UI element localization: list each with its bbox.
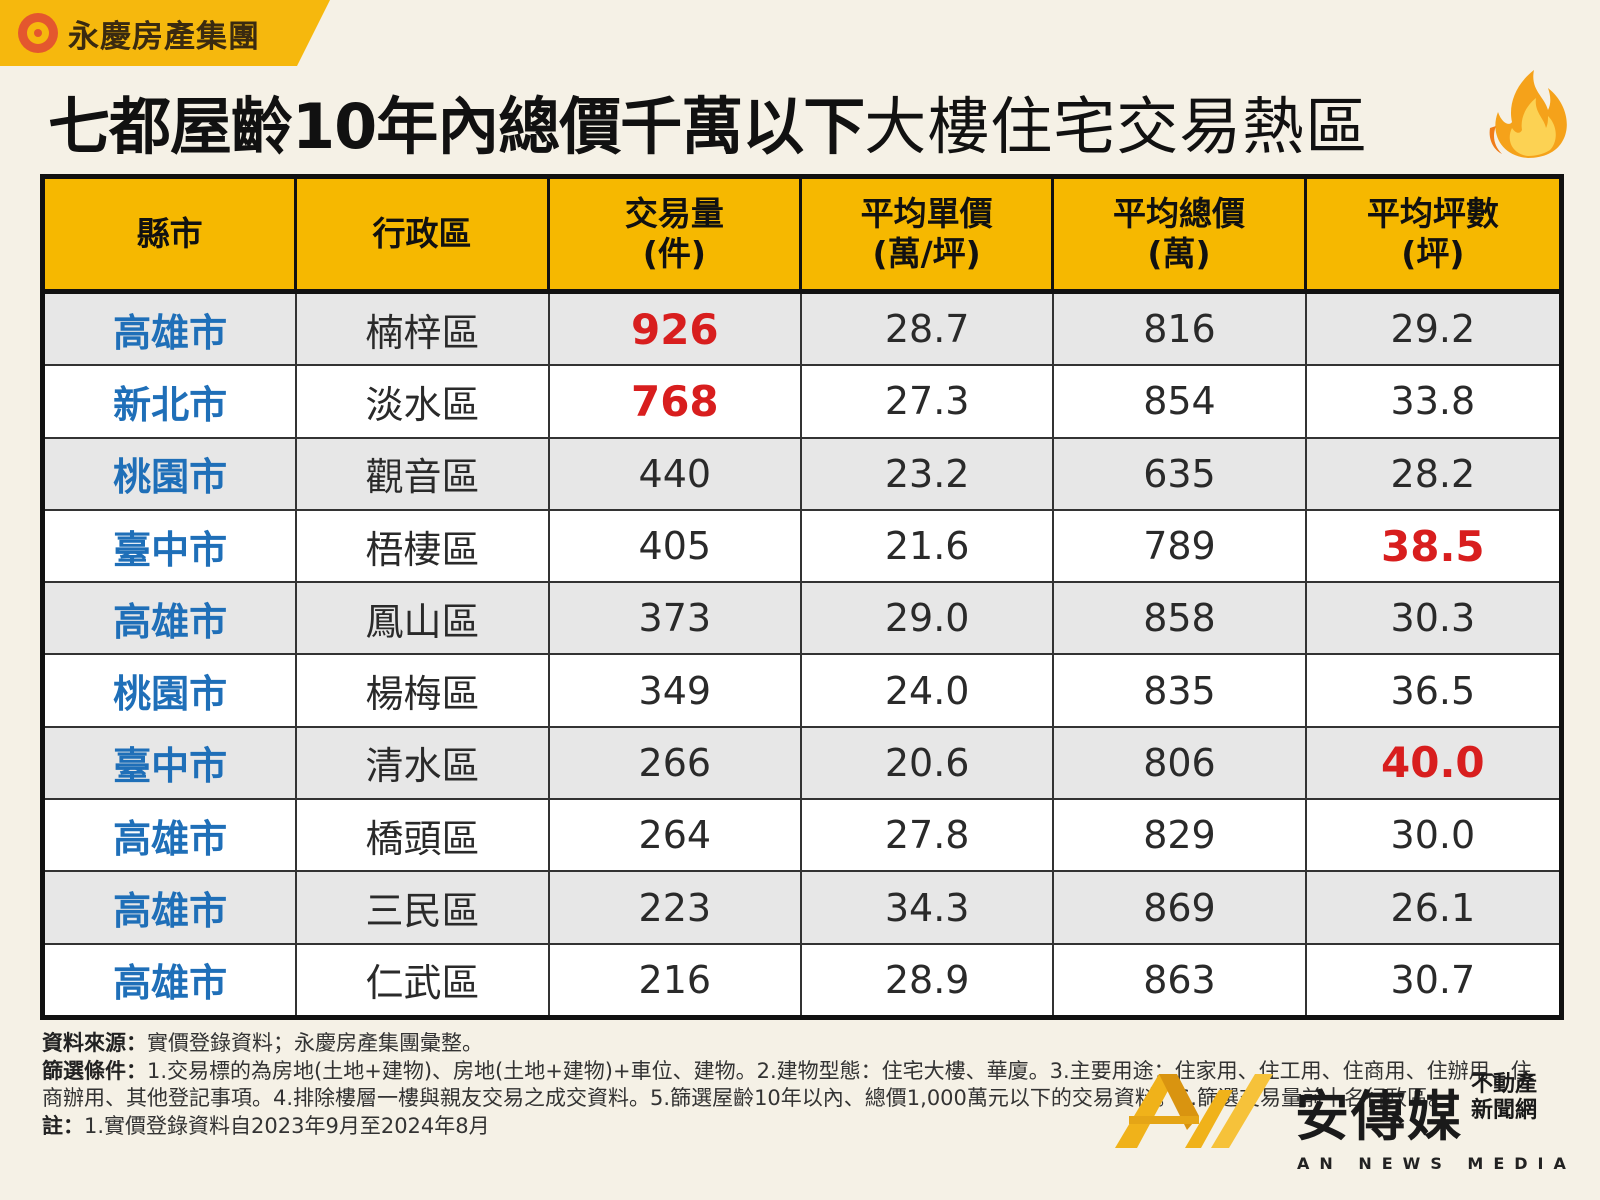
remark-note: 註：1.實價登錄資料自2023年9月至2024年8月: [42, 1113, 490, 1138]
district-cell: 楠梓區: [297, 294, 550, 367]
title-bold: 七都屋齡10年內總價千萬以下: [48, 90, 865, 163]
header-total-price: 平均總價 (萬): [1054, 179, 1307, 294]
area-cell-highlight: 38.5: [1306, 510, 1559, 584]
unit-price-cell: 28.9: [801, 944, 1055, 1015]
area-cell: 28.2: [1306, 438, 1559, 511]
unit-price-cell: 21.6: [801, 510, 1055, 584]
volume-cell: 440: [549, 438, 802, 511]
city-cell: 桃園市: [45, 438, 298, 511]
district-cell: 橋頭區: [297, 800, 550, 873]
total-price-cell: 635: [1054, 438, 1307, 511]
header-volume: 交易量 (件): [549, 179, 802, 294]
unit-price-cell: 29.0: [801, 583, 1055, 656]
volume-cell-highlight: 926: [549, 294, 802, 367]
unit-price-cell: 27.3: [801, 366, 1055, 439]
watermark: 安傳媒 不動產 新聞網 AN NEWS MEDIA: [1115, 1070, 1585, 1190]
area-cell-highlight: 40.0: [1306, 727, 1559, 801]
table-row: 高雄市 鳳山區 373 29.0 858 30.3: [45, 583, 1559, 656]
volume-cell: 349: [549, 655, 802, 728]
total-price-cell: 789: [1054, 510, 1307, 584]
table-row: 高雄市 橋頭區 264 27.8 829 30.0: [45, 800, 1559, 873]
city-cell: 臺中市: [45, 510, 298, 584]
volume-cell: 266: [549, 727, 802, 801]
source-note: 資料來源：實價登錄資料；永慶房產集團彙整。: [42, 1031, 483, 1055]
area-cell: 30.0: [1306, 800, 1559, 873]
unit-price-cell: 27.8: [801, 800, 1055, 873]
table-row: 臺中市 梧棲區 405 21.6 789 38.5: [45, 510, 1559, 584]
total-price-cell: 816: [1054, 294, 1307, 367]
unit-price-cell: 24.0: [801, 655, 1055, 728]
city-cell: 高雄市: [45, 294, 298, 367]
data-table: 縣市 行政區 交易量 (件) 平均單價 (萬/坪) 平均總價 (萬) 平均坪數 (坪) …: [40, 174, 1564, 1020]
table-row: 新北市 淡水區 768 27.3 854 33.8: [45, 366, 1559, 439]
header-area: 平均坪數 (坪): [1306, 179, 1559, 294]
city-cell: 新北市: [45, 366, 298, 439]
an-news-logo-icon: [1115, 1074, 1273, 1148]
table-row: 高雄市 三民區 223 34.3 869 26.1: [45, 872, 1559, 945]
total-price-cell: 854: [1054, 366, 1307, 439]
watermark-name: 安傳媒: [1295, 1085, 1463, 1148]
district-cell: 鳳山區: [297, 583, 550, 656]
district-cell: 淡水區: [297, 366, 550, 439]
header-district: 行政區: [297, 179, 550, 294]
header-city: 縣市: [45, 179, 298, 294]
volume-cell: 405: [549, 510, 802, 584]
area-cell: 33.8: [1306, 366, 1559, 439]
volume-cell-highlight: 768: [549, 366, 802, 439]
volume-cell: 373: [549, 583, 802, 656]
yungching-logo-icon: [18, 13, 58, 53]
brand-name: 永慶房產集團: [68, 18, 260, 55]
brand-tab: 永慶房產集團: [0, 0, 330, 66]
total-price-cell: 858: [1054, 583, 1307, 656]
district-cell: 觀音區: [297, 438, 550, 511]
unit-price-cell: 23.2: [801, 438, 1055, 511]
city-cell: 高雄市: [45, 872, 298, 945]
area-cell: 26.1: [1306, 872, 1559, 945]
unit-price-cell: 28.7: [801, 294, 1055, 367]
city-cell: 高雄市: [45, 800, 298, 873]
table-header-row: 縣市 行政區 交易量 (件) 平均單價 (萬/坪) 平均總價 (萬) 平均坪數 (坪): [45, 179, 1559, 294]
city-cell: 臺中市: [45, 727, 298, 801]
footnotes: 資料來源：實價登錄資料；永慶房產集團彙整。 篩選條件：1.交易標的為房地(土地+…: [42, 1030, 1552, 1140]
table-row: 高雄市 仁武區 216 28.9 863 30.7: [45, 944, 1559, 1015]
district-cell: 三民區: [297, 872, 550, 945]
flame-icon: [1489, 70, 1567, 158]
total-price-cell: 863: [1054, 944, 1307, 1015]
area-cell: 30.3: [1306, 583, 1559, 656]
table-row: 臺中市 清水區 266 20.6 806 40.0: [45, 727, 1559, 801]
area-cell: 36.5: [1306, 655, 1559, 728]
table-row: 桃園市 楊梅區 349 24.0 835 36.5: [45, 655, 1559, 728]
unit-price-cell: 20.6: [801, 727, 1055, 801]
volume-cell: 223: [549, 872, 802, 945]
volume-cell: 216: [549, 944, 802, 1015]
area-cell: 30.7: [1306, 944, 1559, 1015]
table-row: 高雄市 楠梓區 926 28.7 816 29.2: [45, 294, 1559, 367]
total-price-cell: 806: [1054, 727, 1307, 801]
watermark-subtitle: AN NEWS MEDIA: [1297, 1154, 1576, 1173]
city-cell: 桃園市: [45, 655, 298, 728]
total-price-cell: 835: [1054, 655, 1307, 728]
area-cell: 29.2: [1306, 294, 1559, 367]
title-light: 大樓住宅交易熱區: [864, 90, 1369, 163]
total-price-cell: 869: [1054, 872, 1307, 945]
table-row: 桃園市 觀音區 440 23.2 635 28.2: [45, 438, 1559, 511]
city-cell: 高雄市: [45, 944, 298, 1015]
total-price-cell: 829: [1054, 800, 1307, 873]
unit-price-cell: 34.3: [801, 872, 1055, 945]
district-cell: 楊梅區: [297, 655, 550, 728]
volume-cell: 264: [549, 800, 802, 873]
page-title: 七都屋齡10年內總價千萬以下 大樓住宅交易熱區: [48, 76, 1368, 166]
watermark-side: 不動產 新聞網: [1471, 1072, 1538, 1123]
district-cell: 清水區: [297, 727, 550, 801]
district-cell: 仁武區: [297, 944, 550, 1015]
district-cell: 梧棲區: [297, 510, 550, 584]
city-cell: 高雄市: [45, 583, 298, 656]
header-unit-price: 平均單價 (萬/坪): [801, 179, 1055, 294]
